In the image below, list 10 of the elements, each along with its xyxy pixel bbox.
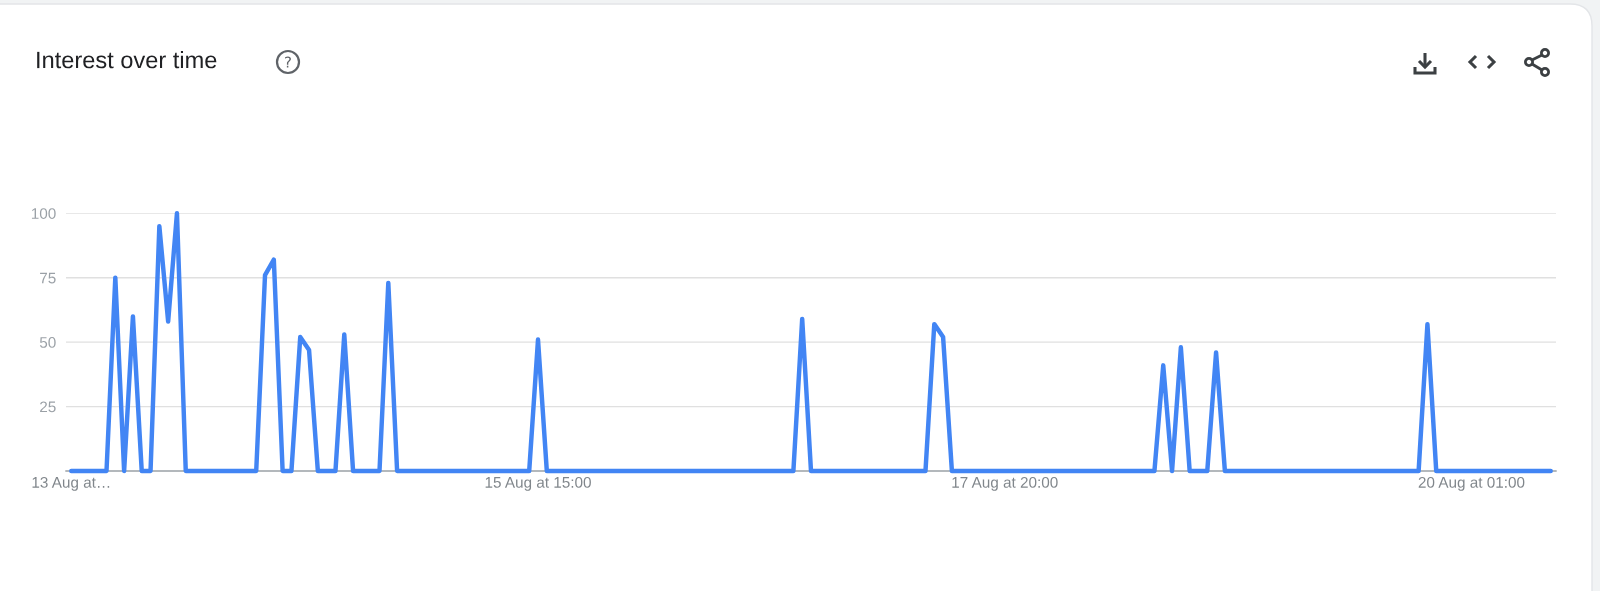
line-series [69,211,1553,474]
y-tick-label: 100 [31,208,56,219]
x-tick-label: 15 Aug at 15:00 [485,476,591,491]
x-tick-label: 20 Aug at 01:00 [1418,476,1525,491]
x-tick-label: 13 Aug at… [32,476,110,491]
x-tick-label: 17 Aug at 20:00 [952,476,1058,491]
y-tick-label: 25 [40,401,56,413]
y-tick-label: 50 [39,337,56,348]
y-tick-label: 75 [40,272,56,284]
chart-title: Interest over time [37,51,217,69]
